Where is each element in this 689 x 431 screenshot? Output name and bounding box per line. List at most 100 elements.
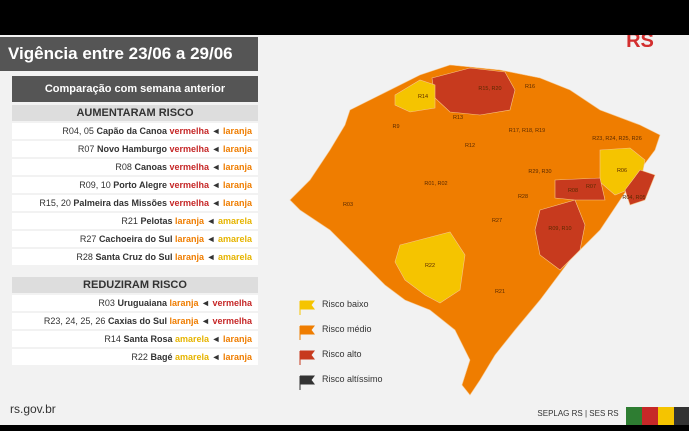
map-label: R06 (617, 168, 627, 174)
from: laranja (174, 252, 205, 262)
from: vermelha (169, 144, 210, 154)
subtitle: Comparação com semana anterior (12, 76, 258, 102)
to: laranja (222, 162, 252, 172)
name: Santa Rosa (123, 334, 173, 344)
arrow: ◄ (211, 126, 221, 136)
arrow: ◄ (206, 252, 216, 262)
to: laranja (222, 334, 252, 344)
region-high (431, 67, 516, 116)
flag-stripe (642, 407, 658, 425)
arrow: ◄ (211, 352, 221, 362)
region: R07 (77, 144, 95, 154)
map-label: R12 (465, 143, 475, 149)
row: R28 Santa Cruz do Sul laranja ◄ amarela (12, 249, 258, 265)
map-label: R22 (425, 263, 435, 269)
arrow: ◄ (206, 216, 216, 226)
legend-label: Risco baixo (322, 299, 369, 309)
map-label: R13 (453, 115, 463, 121)
arrow: ◄ (211, 180, 221, 190)
to: vermelha (212, 316, 252, 326)
legend-label: Risco alto (322, 349, 362, 359)
to: laranja (222, 180, 252, 190)
map: R14 R15, R20 R16 R13 R9 R12 R17, R18, R19 R23, … (10, 35, 689, 425)
map-label: R04, R05 (622, 195, 645, 201)
region-low (394, 79, 436, 113)
slide: Vigência entre 23/06 a 29/06 Comparação … (0, 35, 689, 425)
map-label: R07 (586, 184, 596, 190)
from: laranja (174, 234, 205, 244)
region: R04, 05 (62, 126, 94, 136)
to: laranja (222, 144, 252, 154)
legend-flag (299, 325, 315, 340)
name: Porto Alegre (113, 180, 167, 190)
to: laranja (222, 352, 252, 362)
arrow: ◄ (201, 298, 210, 308)
from: vermelha (169, 162, 210, 172)
map-label: R16 (525, 84, 535, 90)
map-label: R9 (392, 124, 399, 130)
from: laranja (174, 216, 205, 226)
row: R27 Cachoeira do Sul laranja ◄ amarela (12, 231, 258, 247)
arrow: ◄ (211, 334, 221, 344)
legend-label: Risco médio (322, 324, 372, 334)
arrow: ◄ (211, 144, 221, 154)
map-label: R15, R20 (478, 86, 501, 92)
name: Caxias do Sul (107, 316, 167, 326)
row: R23, 24, 25, 26 Caxias do Sul laranja ◄ … (12, 313, 258, 329)
from: amarela (174, 334, 210, 344)
map-label: R27 (492, 218, 502, 224)
region: R14 (104, 334, 121, 344)
region: R08 (115, 162, 132, 172)
row: R03 Uruguaiana laranja ◄ vermelha (12, 295, 258, 311)
region: R27 (79, 234, 97, 244)
from: vermelha (169, 180, 210, 190)
name: Palmeira das Missões (73, 198, 167, 208)
map-label: R08 (568, 188, 578, 194)
title: Vigência entre 23/06 a 29/06 (0, 37, 258, 71)
legend-flag (299, 350, 315, 365)
arrow: ◄ (211, 162, 221, 172)
name: Novo Hamburgo (96, 144, 167, 154)
logo: RS (626, 35, 654, 52)
map-label: R23, R24, R25, R26 (592, 136, 642, 142)
to: amarela (217, 252, 252, 262)
footer-site: rs.gov.br (10, 402, 56, 416)
region: R09, 10 (79, 180, 111, 190)
from: laranja (169, 298, 199, 308)
region: R15, 20 (39, 198, 71, 208)
name: Pelotas (140, 216, 173, 226)
name: Capão da Canoa (96, 126, 167, 136)
map-label: R28 (518, 194, 528, 200)
state (289, 64, 661, 396)
to: vermelha (212, 298, 252, 308)
row: R09, 10 Porto Alegre vermelha ◄ laranja (12, 177, 258, 193)
arrow: ◄ (206, 234, 216, 244)
section-header: AUMENTARAM RISCO (12, 105, 258, 121)
map-label: R17, R18, R19 (509, 128, 545, 134)
region: R28 (76, 252, 93, 262)
to: laranja (222, 126, 252, 136)
row: R07 Novo Hamburgo vermelha ◄ laranja (12, 141, 258, 157)
region: R21 (121, 216, 138, 226)
arrow: ◄ (211, 198, 221, 208)
name: Santa Cruz do Sul (95, 252, 173, 262)
map-label: R09, R10 (548, 226, 571, 232)
row: R21 Pelotas laranja ◄ amarela (12, 213, 258, 229)
footer-credit: SEPLAG RS | SES RS (537, 409, 618, 418)
to: amarela (217, 234, 252, 244)
map-label: R14 (418, 94, 428, 100)
row: R22 Bagé amarela ◄ laranja (12, 349, 258, 365)
name: Bagé (150, 352, 173, 362)
map-label: R03 (343, 202, 353, 208)
row: R08 Canoas vermelha ◄ laranja (12, 159, 258, 175)
legend-label: Risco altíssimo (322, 374, 383, 384)
arrow: ◄ (201, 316, 210, 326)
region: R03 (98, 298, 115, 308)
row: R14 Santa Rosa amarela ◄ laranja (12, 331, 258, 347)
legend-flag (299, 375, 315, 390)
row: R04, 05 Capão da Canoa vermelha ◄ laranj… (12, 123, 258, 139)
name: Cachoeira do Sul (98, 234, 173, 244)
flag-stripe (658, 407, 674, 425)
from: vermelha (169, 126, 210, 136)
